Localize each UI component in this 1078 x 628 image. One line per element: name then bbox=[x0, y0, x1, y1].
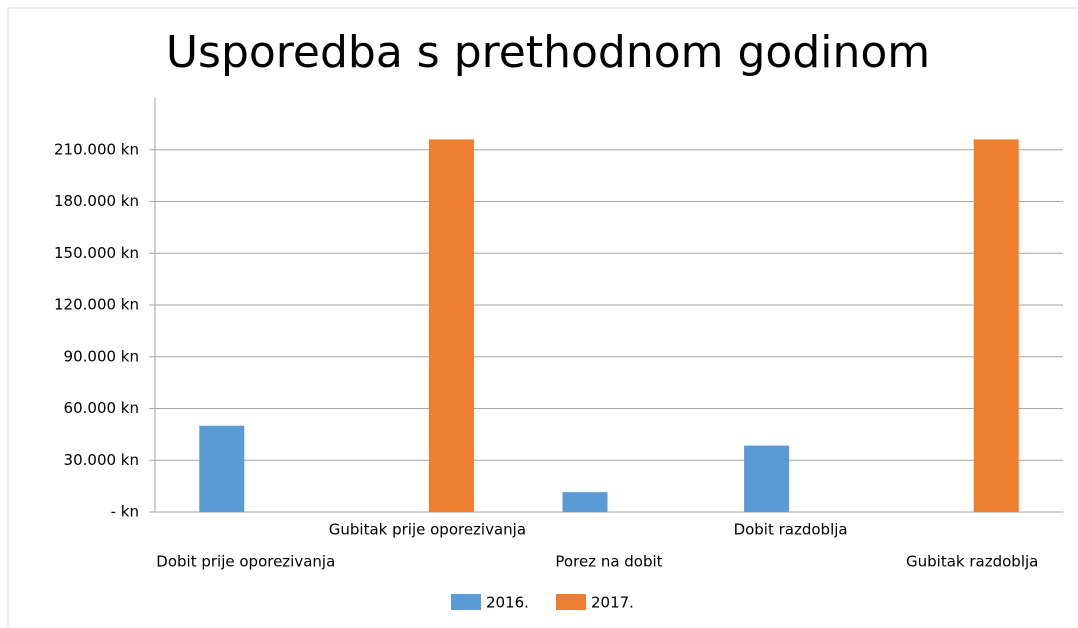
x-tick-label: Porez na dobit bbox=[555, 553, 662, 571]
y-tick-label: 180.000 kn bbox=[54, 192, 139, 210]
y-tick-label: 210.000 kn bbox=[54, 140, 139, 158]
bar bbox=[744, 445, 790, 512]
y-tick-label: - kn bbox=[111, 503, 139, 521]
x-tick-label: Dobit prije oporezivanja bbox=[156, 553, 335, 571]
legend-swatch bbox=[451, 594, 481, 610]
y-tick-label: 150.000 kn bbox=[54, 244, 139, 262]
bar bbox=[199, 425, 245, 512]
legend-label: 2017. bbox=[591, 594, 634, 612]
bar bbox=[428, 139, 474, 512]
x-tick-label: Gubitak prije oporezivanja bbox=[329, 521, 526, 539]
legend-label: 2016. bbox=[486, 594, 529, 612]
chart-title: Usporedba s prethodnom godinom bbox=[166, 27, 930, 78]
y-tick-label: 30.000 kn bbox=[64, 451, 139, 469]
chart-frame bbox=[7, 7, 1078, 628]
bar bbox=[973, 139, 1019, 512]
legend-swatch bbox=[556, 594, 586, 610]
x-tick-label: Gubitak razdoblja bbox=[906, 553, 1038, 571]
x-tick-label: Dobit razdoblja bbox=[734, 521, 848, 539]
y-tick-label: 60.000 kn bbox=[64, 399, 139, 417]
y-tick-label: 120.000 kn bbox=[54, 296, 139, 314]
bar bbox=[562, 492, 608, 512]
y-tick-label: 90.000 kn bbox=[64, 347, 139, 365]
